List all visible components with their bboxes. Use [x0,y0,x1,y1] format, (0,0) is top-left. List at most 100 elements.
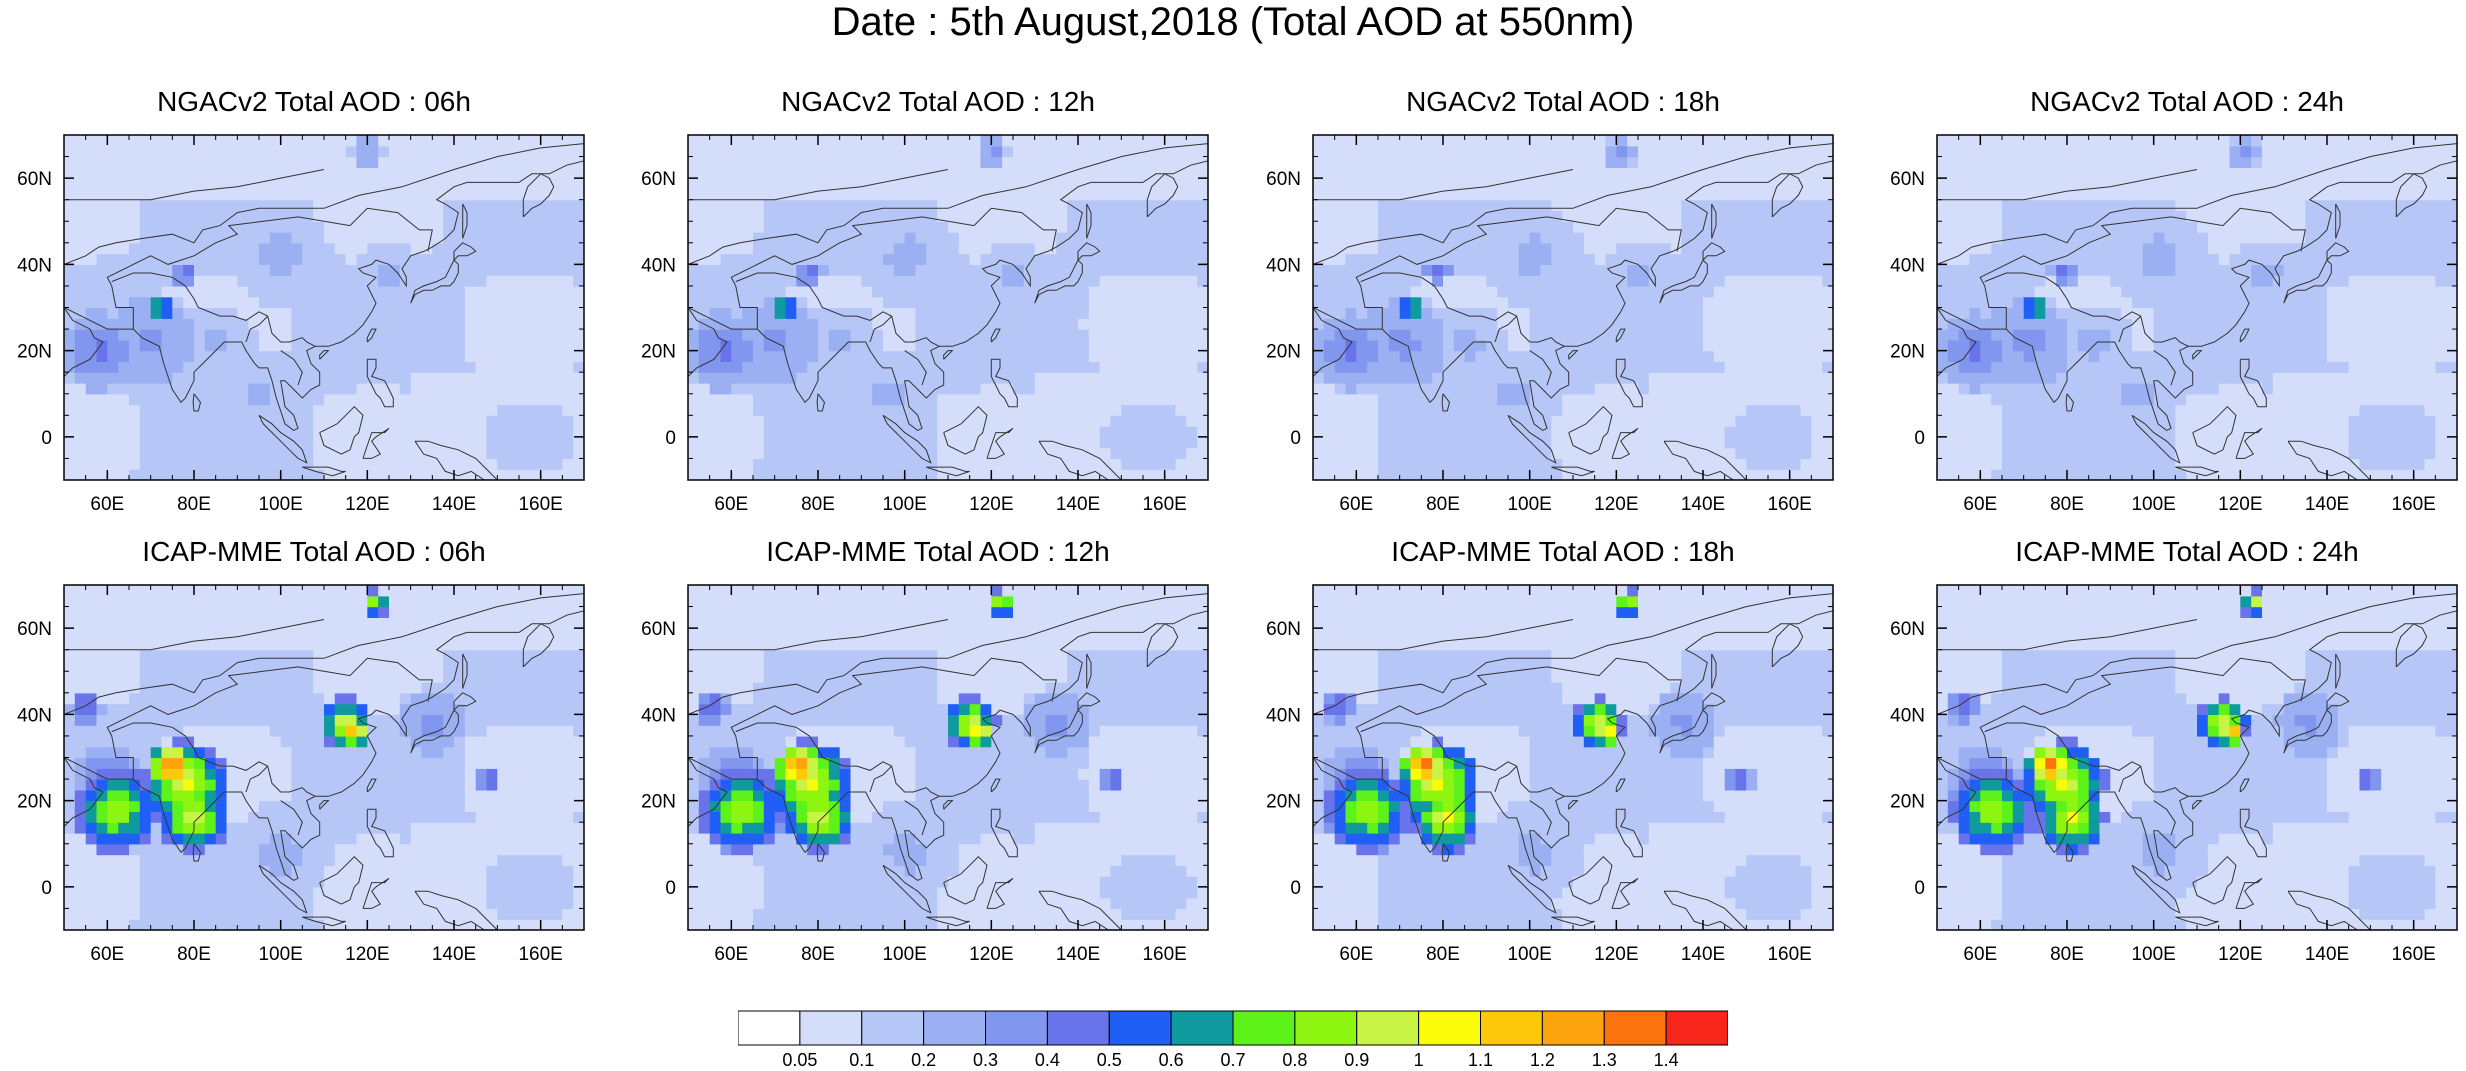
map-panel: ICAP-MME Total AOD : 24h 60E 80E 100E 120E 14… [1877,536,2466,990]
x-tick-label: 60E [714,944,748,965]
colorbar-label: 0.6 [1159,1050,1184,1070]
x-tick-label: 140E [2305,944,2349,965]
y-tick-label: 0 [1290,878,1301,899]
x-tick-label: 100E [1507,944,1551,965]
x-tick-label: 60E [1963,944,1997,965]
colorbar-label: 1.4 [1654,1050,1679,1070]
x-tick-label: 80E [2050,494,2084,515]
y-tick-label: 60N [17,169,52,190]
aod-map: 60E 80E 100E 120E 140E 160E 60N 40N 20N 0 [1890,584,2458,965]
colorbar-swatch [738,1010,801,1046]
colorbar-label: 1 [1414,1050,1424,1070]
colorbar-swatch [1170,1010,1234,1046]
y-tick-label: 0 [1290,428,1301,449]
colorbar-swatch [1541,1010,1605,1046]
x-tick-label: 160E [2391,494,2435,515]
x-tick-label: 140E [1056,494,1100,515]
map-panel: NGACv2 Total AOD : 24h 60E 80E 100E 120E 140E… [1877,86,2466,540]
map-panel: ICAP-MME Total AOD : 06h 60E 80E 100E 120E 14… [4,536,624,990]
panel-title: ICAP-MME Total AOD : 18h [1391,536,1735,567]
colorbar-swatch [1665,1010,1728,1046]
x-tick-label: 160E [518,494,562,515]
y-tick-label: 20N [1266,342,1301,363]
x-tick-label: 120E [2218,944,2262,965]
colorbar-swatch [799,1010,863,1046]
colorbar-label: 1.3 [1592,1050,1617,1070]
colorbar-label: 0.05 [782,1050,817,1070]
x-tick-label: 140E [432,944,476,965]
x-tick-label: 160E [2391,944,2435,965]
colorbar-swatch [923,1010,987,1046]
colorbar-swatch [1232,1010,1296,1046]
x-tick-label: 100E [258,494,302,515]
colorbar-label: 0.3 [973,1050,998,1070]
x-tick-label: 120E [969,494,1013,515]
aod-map: 60E 80E 100E 120E 140E 160E 60N 40N 20N 0 [1266,584,1834,965]
y-tick-label: 40N [1266,705,1301,726]
y-tick-label: 40N [17,255,52,276]
panel-title: NGACv2 Total AOD : 18h [1406,86,1720,117]
colorbar-label: 0.1 [849,1050,874,1070]
x-tick-label: 120E [1594,944,1638,965]
y-tick-label: 40N [1890,255,1925,276]
x-tick-label: 60E [714,494,748,515]
aod-map: 60E 80E 100E 120E 140E 160E 60N 40N 20N 0 [17,134,585,515]
x-tick-label: 60E [1339,494,1373,515]
panel-title: ICAP-MME Total AOD : 06h [142,536,486,567]
map-panel: ICAP-MME Total AOD : 18h 60E 80E 100E 120E 14… [1253,536,1873,990]
x-tick-label: 80E [1426,494,1460,515]
colorbar-swatch [861,1010,925,1046]
y-tick-label: 60N [1266,169,1301,190]
x-tick-label: 120E [969,944,1013,965]
y-tick-label: 20N [641,342,676,363]
y-tick-label: 0 [1914,878,1925,899]
x-tick-label: 140E [1681,494,1725,515]
x-tick-label: 80E [177,944,211,965]
colorbar-label: 0.2 [911,1050,936,1070]
aod-map: 60E 80E 100E 120E 140E 160E 60N 40N 20N 0 [1266,134,1834,515]
colorbar-swatch [1480,1010,1543,1046]
colorbar-label: 1.1 [1468,1050,1493,1070]
colorbar-label: 0.4 [1035,1050,1060,1070]
y-tick-label: 60N [641,169,676,190]
y-tick-label: 60N [1890,619,1925,640]
panel-title: NGACv2 Total AOD : 12h [781,86,1095,117]
panel-title: NGACv2 Total AOD : 24h [2030,86,2344,117]
map-panel: ICAP-MME Total AOD : 12h 60E 80E 100E 120E 14… [628,536,1248,990]
figure-title: Date : 5th August,2018 (Total AOD at 550… [831,0,1635,44]
aod-colorbar: 0.05 0.1 0.2 0.3 0.4 0.5 0.6 0.7 0.8 0.9 1 1.1 1.2 1.… [738,1010,1728,1070]
colorbar-label: 0.7 [1220,1050,1245,1070]
y-tick-label: 60N [1890,169,1925,190]
x-tick-label: 140E [1681,944,1725,965]
aod-field [64,585,584,930]
colorbar-swatch [985,1010,1048,1046]
y-tick-label: 20N [641,792,676,813]
x-tick-label: 120E [2218,494,2262,515]
x-tick-label: 100E [2131,494,2175,515]
y-tick-label: 20N [1890,342,1925,363]
aod-map: 60E 80E 100E 120E 140E 160E 60N 40N 20N 0 [641,134,1209,515]
colorbar-swatch [1046,1010,1110,1046]
x-tick-label: 60E [1339,944,1373,965]
aod-field [688,585,1208,930]
panel-title: ICAP-MME Total AOD : 24h [2015,536,2359,567]
x-tick-label: 100E [882,494,926,515]
panel-title: ICAP-MME Total AOD : 12h [766,536,1110,567]
map-panel: NGACv2 Total AOD : 18h 60E 80E 100E 120E 140E… [1253,86,1873,540]
x-tick-label: 160E [1767,944,1811,965]
colorbar-swatch [1294,1010,1358,1046]
colorbar-swatch [1418,1010,1482,1046]
x-tick-label: 60E [90,494,124,515]
y-tick-label: 60N [17,619,52,640]
x-tick-label: 60E [90,944,124,965]
aod-field [64,135,584,480]
y-tick-label: 0 [665,428,676,449]
x-tick-label: 160E [1142,494,1186,515]
colorbar-label: 0.5 [1097,1050,1122,1070]
x-tick-label: 80E [801,944,835,965]
y-tick-label: 0 [41,428,52,449]
x-tick-label: 140E [1056,944,1100,965]
aod-field [1313,585,1833,930]
aod-field [688,135,1208,480]
y-tick-label: 20N [17,342,52,363]
